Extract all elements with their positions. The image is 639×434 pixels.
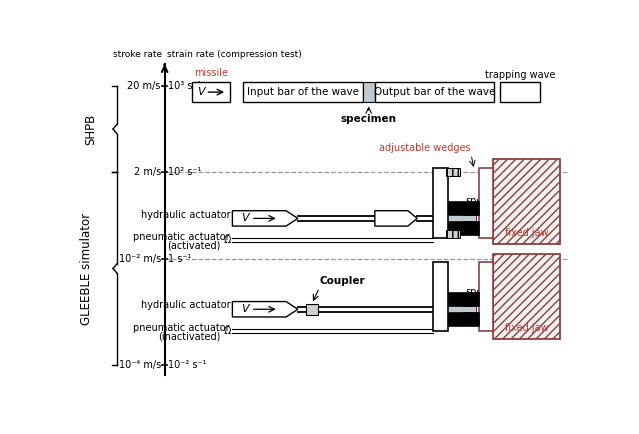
Text: 1 s⁻¹: 1 s⁻¹ xyxy=(169,254,192,264)
Text: hydraulic actuator: hydraulic actuator xyxy=(141,300,231,310)
Bar xyxy=(243,82,362,102)
Text: Ω: Ω xyxy=(224,235,231,245)
Bar xyxy=(433,168,448,238)
Text: V: V xyxy=(241,214,249,224)
Text: SHPB: SHPB xyxy=(84,113,97,145)
Text: Ω: Ω xyxy=(224,326,231,336)
Text: hydraulic actuator: hydraulic actuator xyxy=(141,210,231,220)
Text: (inactivated): (inactivated) xyxy=(158,331,220,341)
Bar xyxy=(479,168,493,238)
Text: 10⁻⁴ m/s: 10⁻⁴ m/s xyxy=(118,360,161,370)
Text: 10⁻² s⁻¹: 10⁻² s⁻¹ xyxy=(169,360,207,370)
Text: Input bar of the wave: Input bar of the wave xyxy=(247,87,359,97)
Bar xyxy=(448,312,463,326)
Bar xyxy=(375,82,494,102)
Text: (activated): (activated) xyxy=(167,240,220,250)
Bar xyxy=(493,159,560,244)
Bar xyxy=(448,215,475,221)
Text: specimen: specimen xyxy=(465,196,512,206)
Bar xyxy=(447,230,460,238)
Bar xyxy=(448,201,463,215)
Text: specimen: specimen xyxy=(465,287,512,297)
Bar xyxy=(433,262,448,331)
Bar xyxy=(463,221,479,235)
Text: fixed jaw: fixed jaw xyxy=(505,323,548,333)
Bar xyxy=(500,82,541,102)
Bar xyxy=(192,82,230,102)
Text: 10³ s⁻¹: 10³ s⁻¹ xyxy=(169,81,202,91)
Polygon shape xyxy=(233,302,298,317)
Text: 2 m/s: 2 m/s xyxy=(134,167,161,177)
Bar xyxy=(479,262,493,331)
Bar xyxy=(463,312,479,326)
Bar xyxy=(448,221,463,235)
Text: Coupler: Coupler xyxy=(320,276,365,286)
Text: missile: missile xyxy=(194,68,228,78)
Bar xyxy=(463,201,479,215)
Text: V: V xyxy=(197,87,204,97)
Bar xyxy=(448,306,475,312)
Text: Output bar of the wave: Output bar of the wave xyxy=(374,87,495,97)
Text: trapping wave: trapping wave xyxy=(485,70,555,80)
Bar xyxy=(448,293,463,306)
Bar xyxy=(463,293,479,306)
Text: strain rate (compression test): strain rate (compression test) xyxy=(167,50,302,59)
Bar xyxy=(362,82,375,102)
Text: fixed jaw: fixed jaw xyxy=(505,228,548,238)
Polygon shape xyxy=(375,210,417,226)
Text: 10⁻² m/s: 10⁻² m/s xyxy=(118,254,161,264)
Text: stroke rate: stroke rate xyxy=(113,50,162,59)
Text: adjustable wedges: adjustable wedges xyxy=(379,143,470,153)
Text: 20 m/s: 20 m/s xyxy=(127,81,161,91)
Text: GLEEBLE simulator: GLEEBLE simulator xyxy=(81,212,93,325)
Bar xyxy=(305,304,318,315)
Bar xyxy=(493,254,560,339)
Polygon shape xyxy=(233,210,298,226)
Text: pneumatic actuator: pneumatic actuator xyxy=(133,232,229,242)
Text: 10² s⁻¹: 10² s⁻¹ xyxy=(169,167,202,177)
Text: specimen: specimen xyxy=(341,115,397,125)
Text: V: V xyxy=(241,304,249,314)
Bar xyxy=(447,168,460,176)
Text: pneumatic actuator: pneumatic actuator xyxy=(133,323,229,333)
